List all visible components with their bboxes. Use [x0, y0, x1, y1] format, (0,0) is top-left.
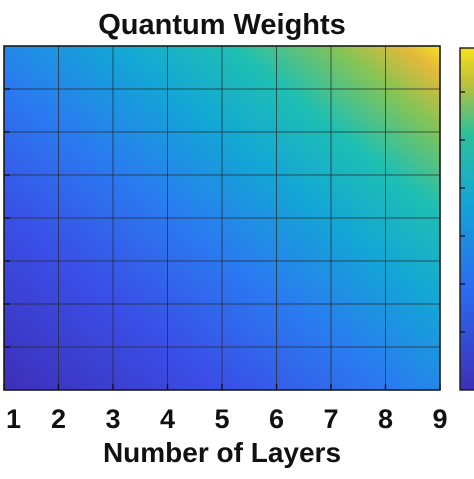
- plot-border: [3, 45, 441, 391]
- x-tick-label: 4: [160, 404, 175, 434]
- x-tick-label: 3: [105, 404, 120, 434]
- x-tick-label: 1: [6, 404, 21, 434]
- colorbar: [459, 47, 474, 391]
- x-tick-label: 7: [323, 404, 338, 434]
- x-axis-label: Number of Layers: [103, 437, 341, 468]
- x-tick-label: 8: [378, 404, 393, 434]
- colorbar-scale: [459, 47, 474, 391]
- x-tick-label: 2: [51, 404, 66, 434]
- x-tick-label: 5: [214, 404, 229, 434]
- x-tick-label: 6: [269, 404, 284, 434]
- x-tick-label: 9: [432, 404, 447, 434]
- chart-title: Quantum Weights: [98, 9, 346, 41]
- colorbar-ticks: [460, 91, 465, 333]
- heatmap-grid: [4, 46, 440, 390]
